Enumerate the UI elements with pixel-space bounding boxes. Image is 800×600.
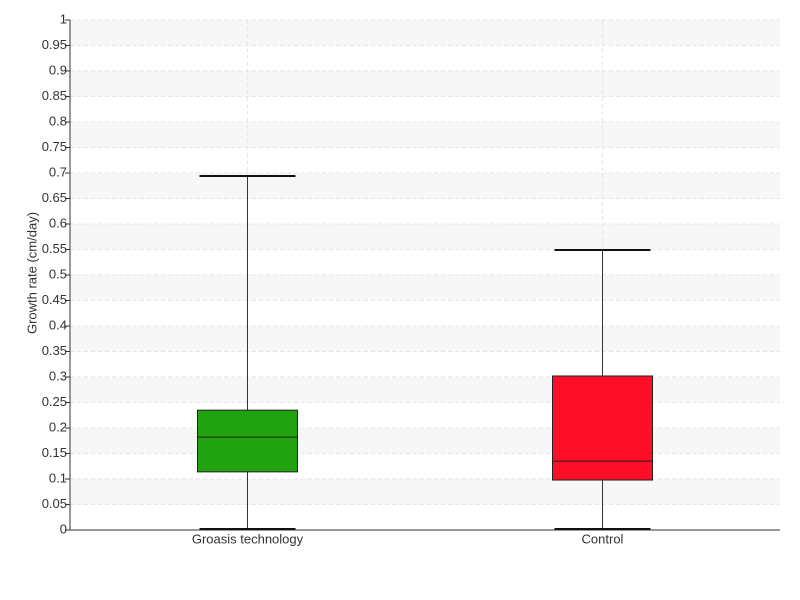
box (552, 375, 653, 481)
y-tick-label: 1 (60, 11, 67, 26)
y-tick-label: 0.75 (42, 139, 67, 154)
y-tick-label: 0.45 (42, 292, 67, 307)
grid-band (70, 326, 780, 352)
y-tick-label: 0.3 (49, 368, 67, 383)
grid-band (70, 122, 780, 148)
y-tick-label: 0.9 (49, 62, 67, 77)
box (197, 409, 298, 473)
y-tick-label: 0.05 (42, 496, 67, 511)
grid-band (70, 20, 780, 46)
y-tick-label: 0.2 (49, 419, 67, 434)
y-tick-label: 0.4 (49, 317, 67, 332)
y-tick-label: 0.35 (42, 343, 67, 358)
y-tick-label: 0.7 (49, 164, 67, 179)
y-tick-label: 0.1 (49, 470, 67, 485)
y-axis-label: Growth rate (cm/day) (24, 212, 39, 334)
y-tick-label: 0 (60, 521, 67, 536)
grid-band (70, 71, 780, 97)
y-tick-label: 0.15 (42, 445, 67, 460)
grid-band (70, 377, 780, 403)
grid-band (70, 479, 780, 505)
grid-band (70, 275, 780, 301)
y-tick-label: 0.65 (42, 190, 67, 205)
y-tick-label: 0.85 (42, 88, 67, 103)
y-tick-label: 0.8 (49, 113, 67, 128)
grid-band (70, 173, 780, 199)
grid-band (70, 224, 780, 250)
x-tick-label: Control (582, 531, 624, 546)
y-tick-label: 0.55 (42, 241, 67, 256)
x-tick-label: Groasis technology (192, 531, 304, 546)
y-tick-label: 0.95 (42, 37, 67, 52)
grid-band (70, 428, 780, 454)
y-tick-label: 0.25 (42, 394, 67, 409)
y-tick-label: 0.5 (49, 266, 67, 281)
y-tick-label: 0.6 (49, 215, 67, 230)
